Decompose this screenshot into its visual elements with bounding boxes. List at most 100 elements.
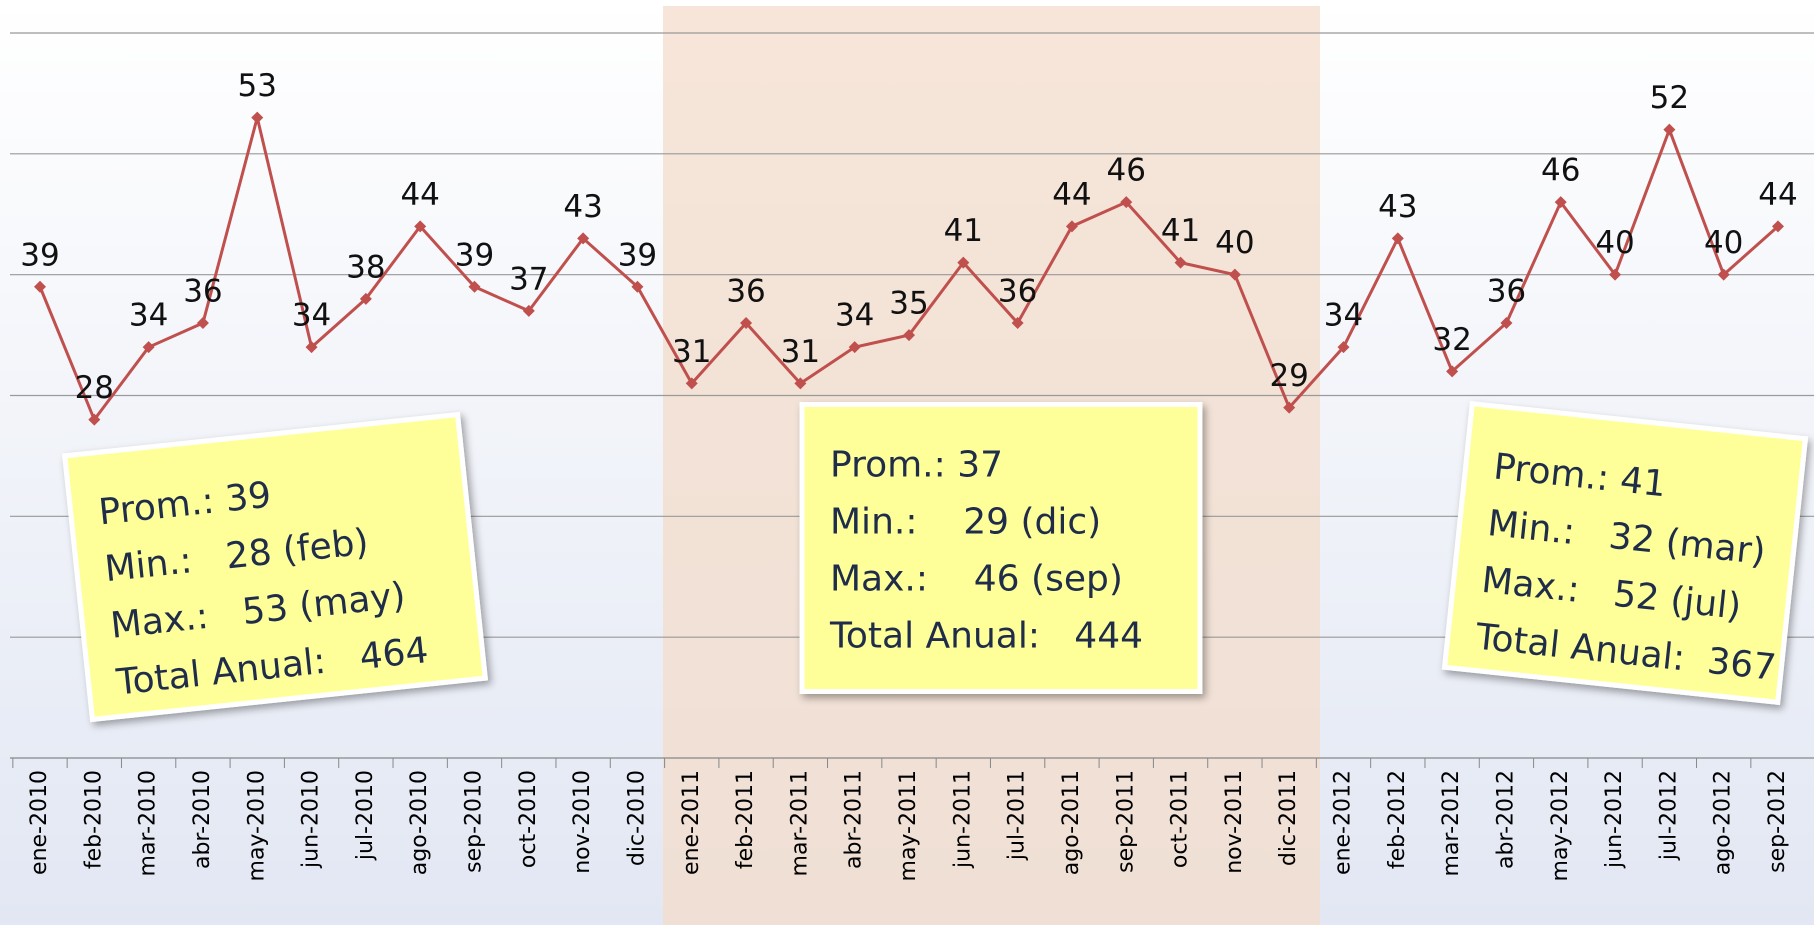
x-tick-label: ago-2011 [1059,770,1084,875]
annotation-line: Min.: 29 (dic) [830,502,1101,543]
annotation-box: Prom.: 37 Min.: 29 (dic) Max.: 46 (sep) Tot… [799,402,1203,694]
data-label: 46 [1107,153,1146,189]
data-label: 31 [781,334,820,370]
annotation-line: Total Anual: 444 [829,616,1143,657]
data-label: 46 [1541,153,1580,189]
data-label: 34 [292,298,331,334]
x-tick-label: jun-2010 [299,770,324,869]
point [88,413,101,426]
data-label: 39 [455,237,494,273]
point [414,220,427,233]
data-label: 43 [563,189,602,225]
data-label: 41 [944,213,983,249]
data-label: 34 [835,298,874,334]
x-tick-label: ago-2010 [407,770,432,875]
data-label: 36 [183,274,222,310]
x-tick-label: dic-2010 [624,770,649,866]
point [251,111,264,124]
x-tick-label: dic-2011 [1276,770,1301,866]
box-background [1441,400,1809,706]
x-tick-label: oct-2010 [516,770,541,868]
point [522,304,535,317]
point [685,377,698,390]
data-label: 28 [75,370,114,406]
point [1228,268,1241,281]
point [1174,256,1187,269]
point [359,292,372,305]
x-tick-label: may-2012 [1548,770,1573,881]
data-label: 38 [346,249,385,285]
data-label: 36 [1487,274,1526,310]
data-label: 37 [509,261,548,297]
x-tick-label: mar-2012 [1439,770,1464,876]
data-label: 44 [1052,177,1091,213]
x-tick-label: feb-2011 [733,770,758,869]
x-tick-label: jun-2011 [950,770,975,869]
point [1120,196,1133,209]
data-label: 32 [1432,322,1471,358]
x-tick-label: sep-2012 [1765,770,1790,873]
x-tick-label: jun-2012 [1602,770,1627,869]
x-tick-label: may-2010 [244,770,269,881]
data-label: 44 [400,177,439,213]
x-tick-label: abr-2012 [1493,770,1518,869]
point [1609,268,1622,281]
point [1446,365,1459,378]
box-background [61,411,489,723]
annotation-line: Max.: 46 (sep) [830,559,1123,600]
x-tick-label: feb-2010 [81,770,106,869]
point [34,280,46,293]
point [1337,341,1350,354]
point [305,341,318,354]
data-label: 36 [998,274,1037,310]
point [1772,220,1784,233]
x-tick-label: jul-2012 [1656,770,1681,861]
data-label: 39 [618,237,657,273]
x-tick-label: ene-2011 [679,770,704,875]
point [1011,317,1024,329]
point [1391,232,1404,245]
x-tick-label: nov-2011 [1222,770,1247,874]
point [577,232,590,245]
data-label: 34 [1324,298,1363,334]
x-tick-label: may-2011 [896,770,921,881]
point [957,256,970,269]
point [631,280,644,293]
data-label: 53 [238,68,277,104]
x-tick-label: mar-2010 [136,770,161,876]
data-label: 40 [1704,225,1743,261]
point [1500,317,1513,329]
point [794,377,807,390]
x-tick-label: jul-2010 [353,770,378,861]
point [740,317,753,329]
point [1554,196,1567,209]
point [196,317,209,329]
point [848,341,861,354]
point [1717,268,1730,281]
x-tick-label: sep-2010 [462,770,487,873]
data-label: 44 [1758,177,1797,213]
x-tick-label: oct-2011 [1168,770,1193,868]
data-label: 35 [889,286,928,322]
point [1663,123,1676,136]
annotation-line: Prom.: 37 [830,445,1003,486]
x-tick-label: nov-2010 [570,770,595,874]
point [142,341,155,354]
data-label: 40 [1595,225,1634,261]
data-label: 40 [1215,225,1254,261]
point [1283,401,1296,414]
x-tick-label: abr-2011 [842,770,867,869]
x-tick-label: ene-2010 [27,770,52,875]
box-background [799,402,1203,694]
data-label: 29 [1269,358,1308,394]
point [903,329,915,342]
x-tick-label: ago-2012 [1711,770,1736,875]
data-label: 39 [20,237,59,273]
x-tick-label: sep-2011 [1113,770,1138,873]
x-tick-label: jul-2011 [1005,770,1030,861]
data-label: 52 [1650,80,1689,116]
x-tick-label: feb-2012 [1385,770,1410,869]
